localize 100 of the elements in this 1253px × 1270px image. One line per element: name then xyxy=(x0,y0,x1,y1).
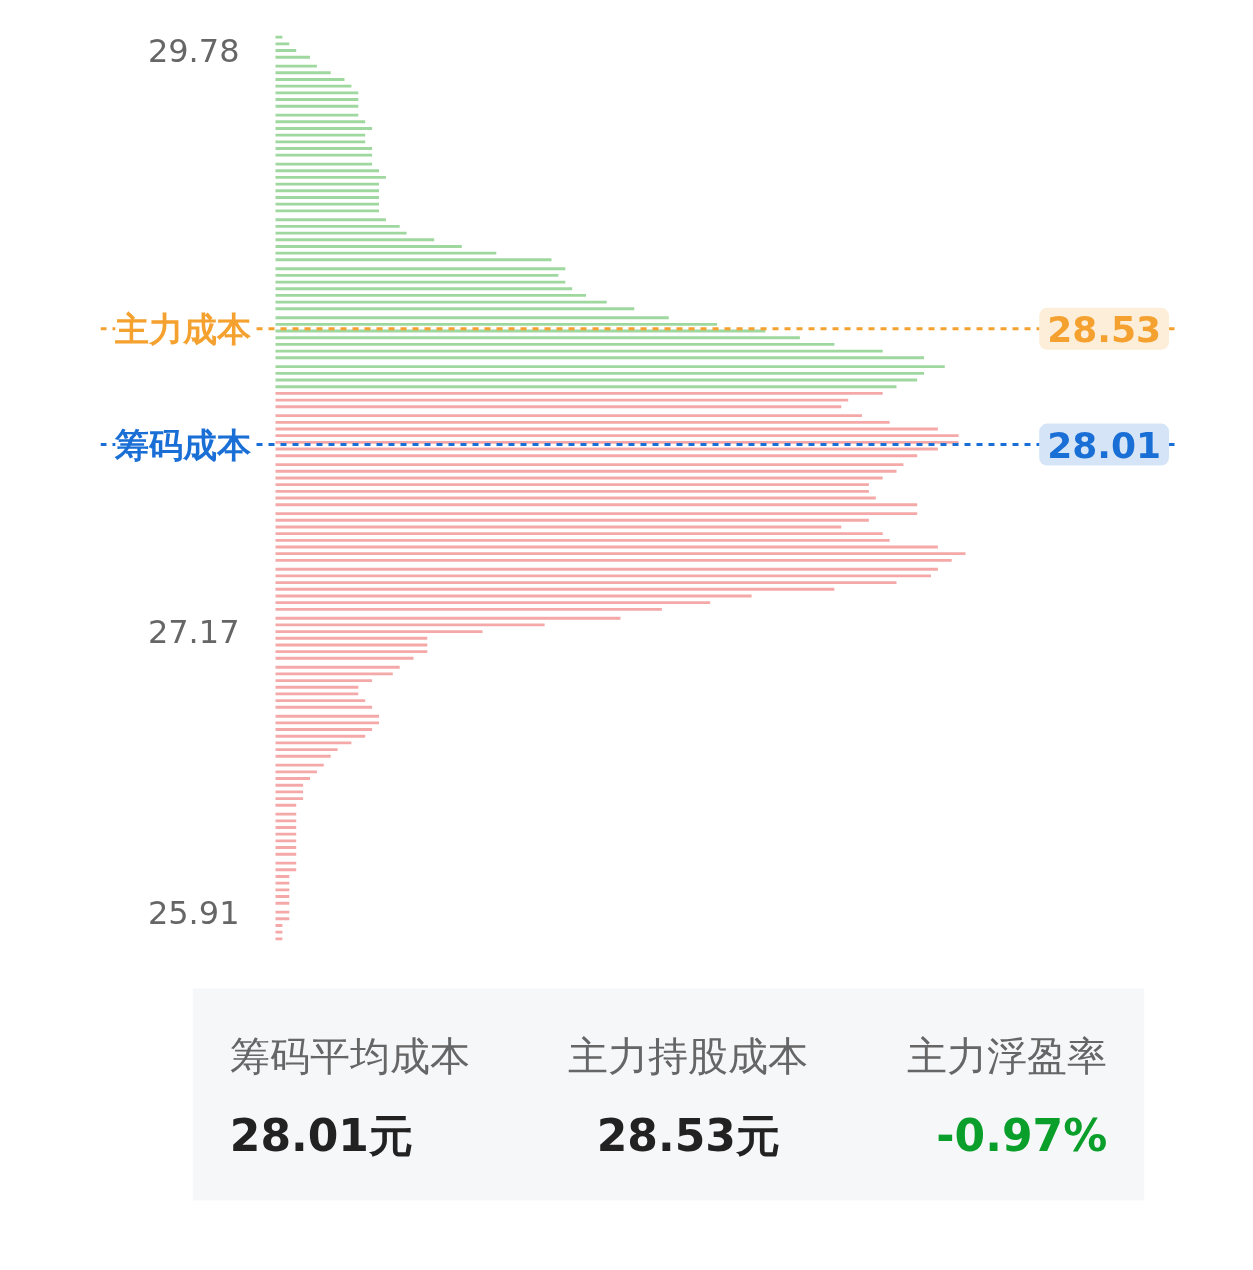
bar xyxy=(275,365,945,369)
bar xyxy=(275,293,586,297)
bar xyxy=(275,861,297,865)
annotation: 28.53 xyxy=(1047,308,1162,350)
bar xyxy=(275,692,359,696)
bar xyxy=(275,777,310,780)
bar xyxy=(275,300,607,304)
bar xyxy=(275,888,290,892)
bar xyxy=(275,469,897,473)
bar xyxy=(275,316,669,320)
bar xyxy=(275,895,290,898)
bar xyxy=(275,679,373,683)
bar xyxy=(275,489,869,493)
bar xyxy=(275,224,400,228)
bar xyxy=(275,238,435,242)
bar xyxy=(275,258,552,262)
bar xyxy=(275,924,283,927)
text: 主力持股成本 xyxy=(568,1032,809,1079)
bar xyxy=(275,113,359,117)
bar xyxy=(275,189,379,193)
bar xyxy=(275,699,366,703)
bar xyxy=(275,71,331,75)
bar xyxy=(275,650,428,654)
bar xyxy=(275,839,297,843)
bar xyxy=(275,182,379,186)
bar xyxy=(275,846,297,849)
bar xyxy=(275,567,938,571)
bar xyxy=(275,783,304,787)
bar xyxy=(275,356,925,360)
bar xyxy=(275,558,952,562)
bar xyxy=(275,322,718,326)
bar xyxy=(275,607,662,611)
bar xyxy=(275,910,290,914)
bar xyxy=(275,133,366,137)
bar xyxy=(275,420,890,424)
bar xyxy=(275,770,317,774)
bar xyxy=(275,91,359,95)
bar xyxy=(275,140,366,144)
text: -0.97% xyxy=(936,1110,1108,1161)
bar xyxy=(275,532,883,536)
bar xyxy=(275,267,566,271)
bar xyxy=(275,307,635,311)
bar xyxy=(275,734,366,738)
ref-line-label: 筹码成本 xyxy=(114,424,253,465)
bar xyxy=(275,937,283,941)
bar xyxy=(275,147,373,150)
bar xyxy=(275,169,379,173)
bar xyxy=(275,803,297,807)
bar xyxy=(275,672,393,676)
bar xyxy=(275,587,835,591)
bar xyxy=(275,35,283,39)
bar xyxy=(275,42,290,46)
bar xyxy=(275,705,373,709)
bar xyxy=(275,251,497,255)
bar xyxy=(275,852,297,856)
text: 主力浮盈率 xyxy=(907,1032,1108,1079)
bar xyxy=(275,104,359,108)
bar xyxy=(275,414,862,418)
bar xyxy=(275,826,297,829)
bar xyxy=(275,636,428,640)
bar xyxy=(275,280,566,284)
bar xyxy=(275,287,573,291)
bar xyxy=(275,616,621,620)
bar xyxy=(275,623,545,627)
bar xyxy=(275,868,297,872)
bar xyxy=(275,483,869,487)
text: 28.01元 xyxy=(229,1110,413,1161)
bar xyxy=(275,741,352,745)
y-tick-label: 29.78 xyxy=(147,32,240,71)
ref-line-label: 主力成本 xyxy=(114,308,253,349)
bar xyxy=(275,832,297,836)
bar xyxy=(275,630,483,634)
bar xyxy=(275,463,904,467)
bar xyxy=(275,202,379,206)
bar xyxy=(275,391,883,395)
y-tick-label: 25.91 xyxy=(147,893,240,932)
bar xyxy=(275,656,414,660)
bar xyxy=(275,153,373,157)
bar xyxy=(275,49,297,52)
bar xyxy=(275,55,310,59)
bar xyxy=(275,917,290,921)
bar xyxy=(275,371,925,375)
bar xyxy=(275,245,462,248)
bar xyxy=(275,434,959,438)
bar xyxy=(275,754,331,758)
bar xyxy=(275,349,883,353)
bar xyxy=(275,748,338,752)
bar xyxy=(275,819,297,823)
bar xyxy=(275,552,966,556)
bar xyxy=(275,581,897,585)
bar xyxy=(275,714,379,718)
bar xyxy=(275,503,918,507)
annotation: 28.01 xyxy=(1047,424,1162,466)
bar xyxy=(275,601,711,605)
bar xyxy=(275,162,373,166)
bar xyxy=(275,454,918,458)
bar xyxy=(275,127,373,130)
bar xyxy=(275,538,890,542)
bar xyxy=(275,209,379,213)
bar xyxy=(275,763,324,767)
